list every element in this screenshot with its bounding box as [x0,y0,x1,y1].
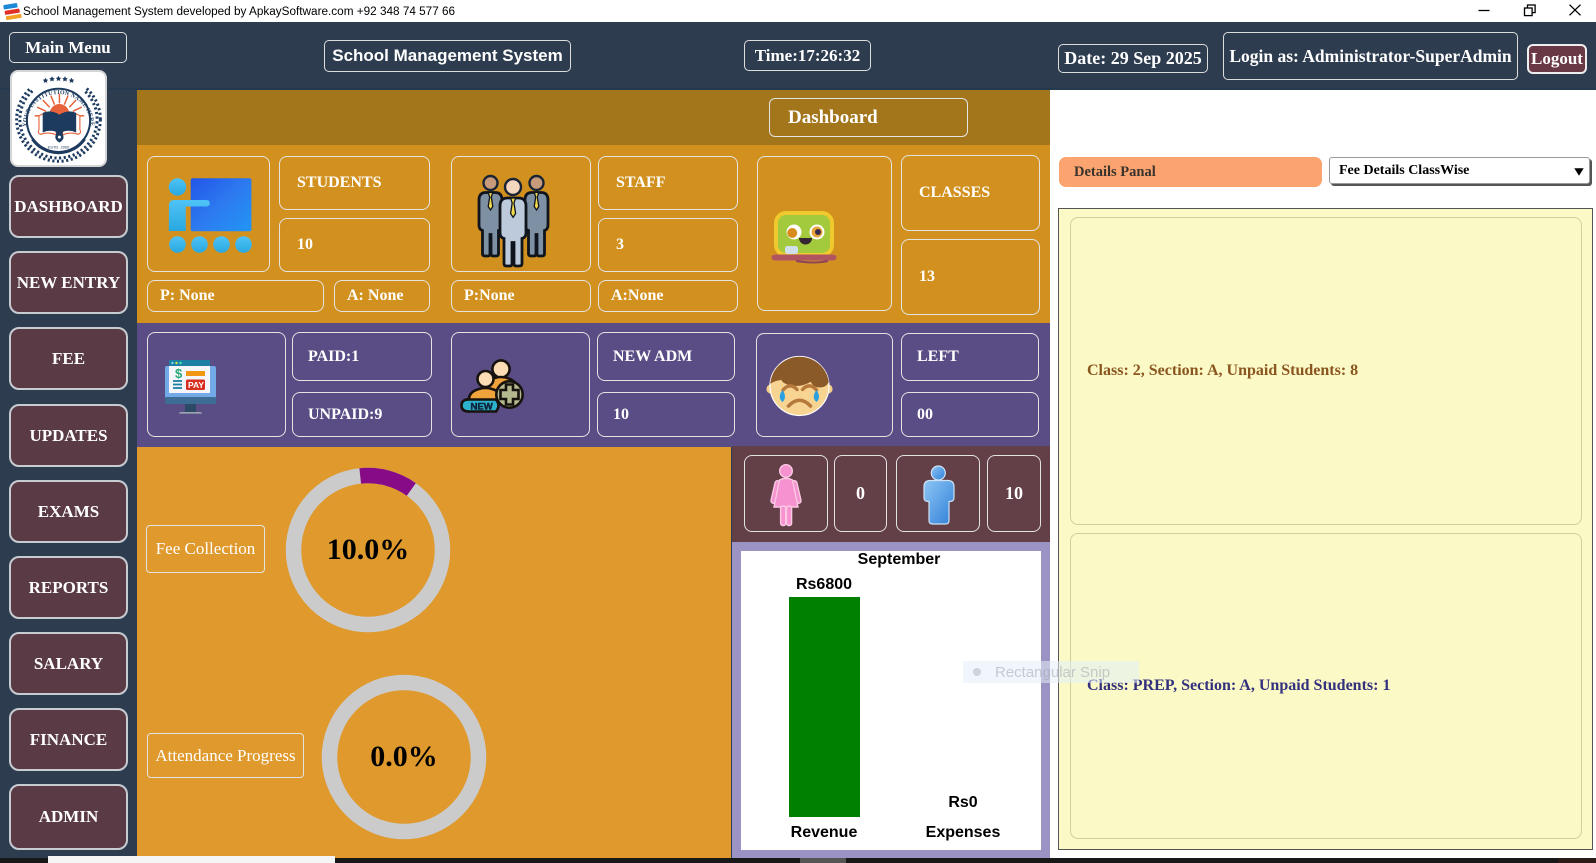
svg-text:NEW: NEW [471,402,493,413]
svg-text:ESTD. 2000: ESTD. 2000 [48,144,70,149]
svg-text:$: $ [175,366,183,381]
svg-text:PAY: PAY [188,380,204,390]
